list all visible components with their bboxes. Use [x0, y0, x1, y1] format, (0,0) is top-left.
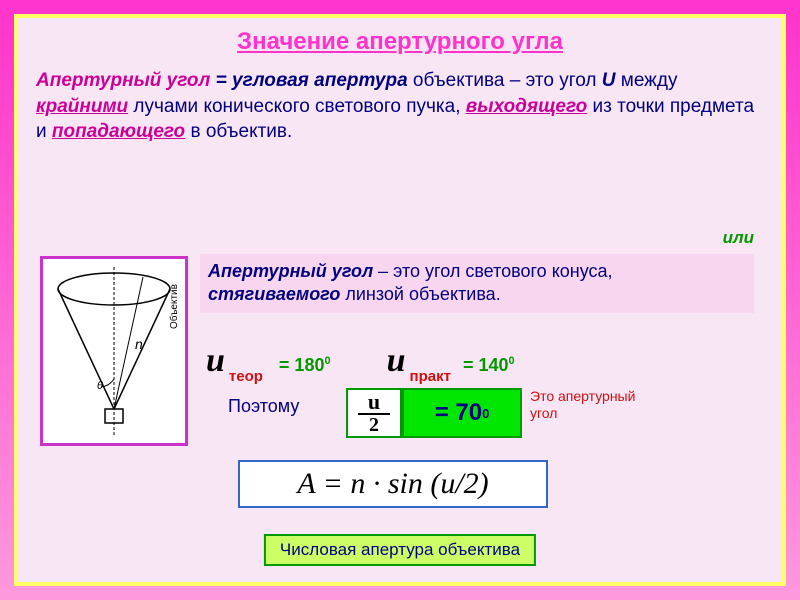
box70-text: = 70 — [435, 399, 482, 427]
therefore-label: Поэтому — [228, 396, 318, 417]
def1-term2: угловая апертура — [232, 70, 408, 91]
def1-t4: между — [615, 70, 677, 91]
u2-num: u — [358, 391, 390, 415]
sub-prakt: практ — [410, 368, 451, 385]
values-row: u теор = 1800 u практ = 1400 — [206, 342, 752, 380]
sub-teor: теор — [229, 368, 267, 385]
definition-2: Апертурный угол – это угол светового кон… — [200, 254, 754, 313]
def1-u: U — [602, 70, 616, 91]
def1-t7: в объектив. — [185, 121, 292, 142]
definition-1: Апертурный угол = угловая апертура объек… — [36, 68, 764, 145]
val-180: = 1800 — [279, 355, 331, 376]
u2-den: 2 — [348, 415, 400, 435]
svg-text:n: n — [135, 336, 143, 352]
def2-t2: – это угол светового конуса, — [373, 261, 612, 281]
val-140: = 1400 — [463, 355, 515, 376]
cone-diagram: Объектив n θ — [40, 256, 188, 446]
def1-t3: объектива – это угол — [408, 70, 602, 91]
aperture-note: Это апертурный угол — [530, 388, 660, 422]
svg-text:θ: θ — [97, 380, 103, 392]
def2-t3: стягиваемого — [208, 284, 340, 304]
u-over-2-box: u 2 — [346, 388, 402, 438]
def1-t5: лучами конического светового пучка, — [128, 96, 466, 117]
u-symbol-2: u — [387, 342, 406, 380]
u-symbol-1: u — [206, 342, 225, 380]
def1-extreme: крайними — [36, 96, 128, 117]
def1-in: попадающего — [52, 121, 185, 142]
result-70-box: = 700 — [402, 388, 522, 438]
def1-out: выходящего — [466, 96, 587, 117]
or-label: или — [723, 228, 754, 248]
def1-eq: = — [210, 70, 232, 91]
def2-term: Апертурный угол — [208, 261, 373, 281]
def2-t4: линзой объектива. — [340, 284, 500, 304]
bottom-caption: Числовая апертура объектива — [264, 534, 536, 566]
def1-term1: Апертурный угол — [36, 70, 210, 91]
box70-deg: 0 — [482, 406, 489, 421]
formula-box: A = n · sin (u/2) — [238, 460, 548, 508]
slide-title: Значение апертурного угла — [36, 28, 764, 56]
svg-text:Объектив: Объектив — [168, 284, 180, 329]
